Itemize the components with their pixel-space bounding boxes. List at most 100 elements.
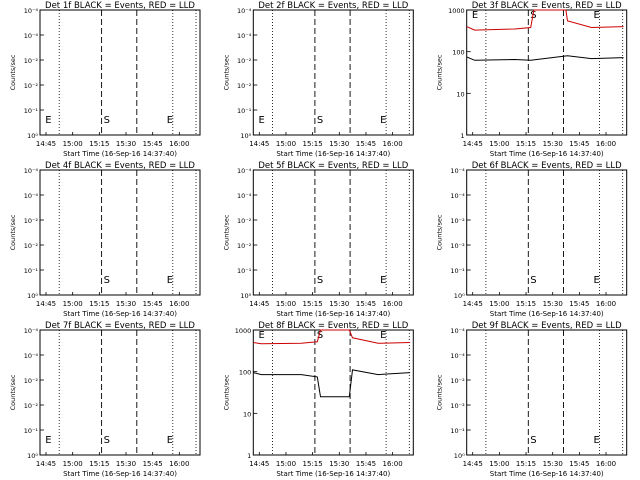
- x-tick-label: 16:00: [383, 300, 403, 308]
- y-tick-label: 10⁰: [27, 132, 38, 140]
- panel-title: Det 2f BLACK = Events, RED = LLD: [258, 1, 408, 11]
- x-tick-label: 15:30: [543, 140, 563, 148]
- x-tick-label: 16:00: [169, 140, 189, 148]
- y-tick-label: 10⁻²: [450, 217, 465, 225]
- y-tick-label: 10⁻⁴: [24, 352, 39, 360]
- y-tick-label: 10⁻²: [237, 217, 252, 225]
- events-series-line: [253, 369, 411, 398]
- y-tick-label: 10⁻⁴: [237, 32, 252, 40]
- x-tick-label: 15:15: [303, 140, 323, 148]
- x-tick-label: 15:30: [543, 300, 563, 308]
- x-tick-label: 14:45: [249, 460, 269, 468]
- y-tick-label: 100: [452, 49, 464, 57]
- y-tick-label: 10⁰: [240, 132, 251, 140]
- x-tick-label: 15:45: [143, 140, 163, 148]
- y-tick-label: 10⁻²: [24, 82, 39, 90]
- panel-det-2: Det 2f BLACK = Events, RED = LLD Counts/s…: [222, 1, 414, 158]
- x-tick-label: 14:45: [463, 300, 483, 308]
- x-axis-label: Start Time (16-Sep-16 14:37:40): [276, 310, 390, 318]
- event-marker: S: [104, 435, 110, 446]
- x-tick-label: 15:15: [303, 460, 323, 468]
- x-tick-label: 15:00: [276, 140, 296, 148]
- y-axis-label: Counts/sec: [222, 374, 230, 410]
- panel-det-5: Det 5f BLACK = Events, RED = LLD Counts/s…: [222, 161, 414, 318]
- y-tick-label: 10⁻⁴: [24, 327, 39, 335]
- y-axis-label: Counts/sec: [9, 54, 17, 90]
- event-marker: E: [594, 10, 600, 21]
- panel-title: Det 6f BLACK = Events, RED = LLD: [472, 161, 622, 171]
- x-tick-label: 15:45: [356, 460, 376, 468]
- x-tick-label: 15:45: [569, 140, 589, 148]
- x-tick-label: 16:00: [596, 460, 616, 468]
- y-tick-label: 10⁰: [454, 292, 465, 300]
- event-marker: E: [167, 115, 173, 126]
- plot-frame: [466, 9, 628, 136]
- x-tick-label: 16:00: [383, 460, 403, 468]
- x-tick-label: 15:45: [569, 300, 589, 308]
- panel-title: Det 3f BLACK = Events, RED = LLD: [472, 1, 622, 11]
- y-tick-label: 1: [247, 452, 251, 460]
- x-axis-label: Start Time (16-Sep-16 14:37:40): [276, 470, 390, 478]
- y-tick-label: 10⁻⁴: [237, 192, 252, 200]
- y-tick-label: 10⁻²: [237, 57, 252, 65]
- plot-frame: [252, 9, 414, 136]
- event-marker: S: [530, 275, 536, 286]
- y-tick-label: 10⁰: [27, 292, 38, 300]
- panel-title: Det 9f BLACK = Events, RED = LLD: [472, 321, 622, 331]
- y-tick-label: 10⁻²: [24, 57, 39, 65]
- lld-series-line: [253, 329, 411, 345]
- panel-title: Det 1f BLACK = Events, RED = LLD: [45, 1, 195, 11]
- panel-det-1: Det 1f BLACK = Events, RED = LLD Counts/s…: [9, 1, 201, 158]
- x-tick-label: 14:45: [36, 300, 56, 308]
- x-tick-label: 14:45: [463, 140, 483, 148]
- y-tick-label: 10⁻²: [237, 82, 252, 90]
- y-axis-label: Counts/sec: [436, 374, 444, 410]
- y-tick-label: 10⁻⁴: [24, 192, 39, 200]
- panel-det-6: Det 6f BLACK = Events, RED = LLD Counts/s…: [436, 161, 628, 318]
- panel-title: Det 4f BLACK = Events, RED = LLD: [45, 161, 195, 171]
- y-tick-label: 10⁻⁴: [24, 7, 39, 15]
- x-tick-label: 15:30: [329, 460, 349, 468]
- panel-det-7: Det 7f BLACK = Events, RED = LLD Counts/s…: [9, 321, 201, 478]
- x-tick-label: 15:45: [143, 300, 163, 308]
- event-marker: S: [317, 330, 323, 341]
- x-tick-label: 15:15: [516, 300, 536, 308]
- y-tick-label: 10⁻⁴: [237, 167, 252, 175]
- x-axis-label: Start Time (16-Sep-16 14:37:40): [63, 310, 177, 318]
- y-tick-label: 100: [239, 369, 251, 377]
- y-tick-label: 10⁻²: [24, 402, 39, 410]
- x-tick-label: 15:15: [89, 300, 109, 308]
- x-tick-label: 15:45: [356, 140, 376, 148]
- y-tick-label: 10⁻²: [237, 242, 252, 250]
- event-marker: E: [259, 330, 265, 341]
- y-tick-label: 10⁻²: [24, 377, 39, 385]
- y-tick-label: 10⁻⁴: [237, 7, 252, 15]
- event-marker: E: [380, 115, 386, 126]
- x-tick-label: 16:00: [596, 140, 616, 148]
- y-axis-label: Counts/sec: [222, 214, 230, 250]
- y-tick-label: 1: [461, 132, 465, 140]
- event-marker: E: [167, 435, 173, 446]
- x-tick-label: 14:45: [249, 140, 269, 148]
- plot-frame: [466, 169, 628, 296]
- x-axis-label: Start Time (16-Sep-16 14:37:40): [276, 150, 390, 158]
- x-axis-label: Start Time (16-Sep-16 14:37:40): [490, 470, 604, 478]
- panel-det-9: Det 9f BLACK = Events, RED = LLD Counts/s…: [436, 321, 628, 478]
- x-tick-label: 15:00: [63, 300, 83, 308]
- y-tick-label: 10⁻¹: [450, 267, 465, 275]
- panel-title: Det 7f BLACK = Events, RED = LLD: [45, 321, 195, 331]
- x-tick-label: 16:00: [169, 460, 189, 468]
- x-tick-label: 15:30: [116, 300, 136, 308]
- y-tick-label: 10⁻²: [24, 217, 39, 225]
- x-tick-label: 15:30: [116, 140, 136, 148]
- event-marker: E: [380, 275, 386, 286]
- x-tick-label: 15:30: [329, 140, 349, 148]
- plot-frame: [39, 9, 201, 136]
- x-axis-label: Start Time (16-Sep-16 14:37:40): [63, 470, 177, 478]
- x-tick-label: 15:15: [303, 300, 323, 308]
- y-tick-label: 10⁻²: [24, 242, 39, 250]
- y-tick-label: 10⁻⁴: [24, 167, 39, 175]
- plot-frame: [39, 329, 201, 456]
- y-tick-label: 10⁻²: [450, 377, 465, 385]
